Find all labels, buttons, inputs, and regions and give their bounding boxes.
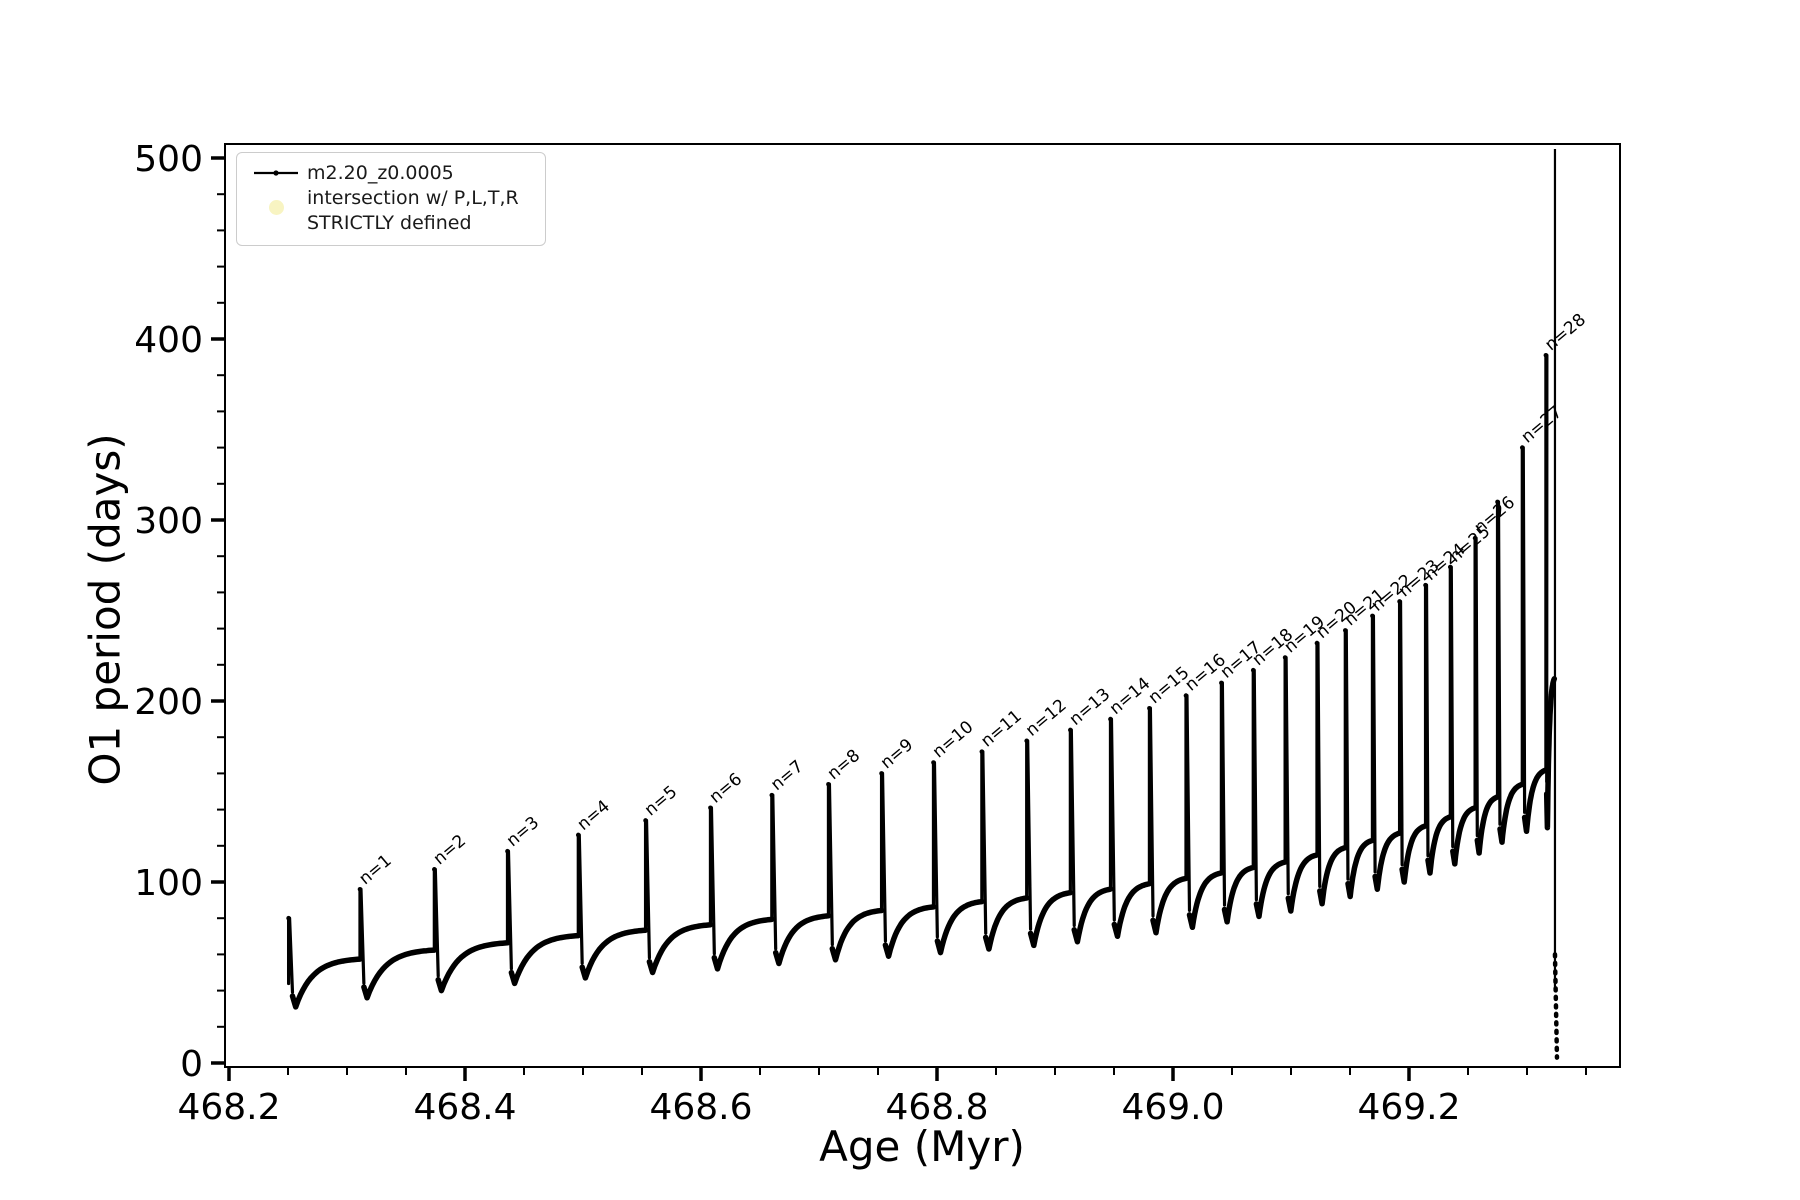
terminal-dots: [1552, 952, 1560, 1060]
legend-intersection-line1: intersection w/ P,L,T,R: [307, 187, 519, 209]
pulse-label: n=5: [641, 782, 681, 820]
series-spikes: [286, 353, 1549, 994]
x-tick-label: 468.4: [413, 1087, 516, 1128]
pulse-label: n=8: [824, 746, 864, 784]
x-axis-label: Age (Myr): [819, 1122, 1025, 1171]
x-tick-label: 468.2: [177, 1087, 280, 1128]
y-tick-label: 100: [134, 863, 203, 904]
pulse-label: n=10: [929, 717, 978, 762]
y-tick-label: 200: [134, 682, 203, 723]
pulse-label: n=28: [1541, 310, 1590, 355]
y-tick-label: 300: [134, 501, 203, 542]
y-tick-label: 400: [134, 320, 203, 361]
legend-intersection-line2: STRICTLY defined: [307, 212, 472, 234]
series-curve: [289, 676, 1558, 1010]
pulse-label: n=12: [1022, 695, 1071, 740]
x-tick-label: 468.6: [649, 1087, 752, 1128]
pulse-label: n=3: [503, 813, 543, 851]
line-dot-marker-icon: [254, 170, 298, 176]
legend-entry-intersection: intersection w/ P,L,T,R STRICTLY defined: [245, 186, 535, 236]
x-tick-label: 469.0: [1121, 1087, 1224, 1128]
legend-entry-series: m2.20_z0.0005: [245, 161, 535, 186]
pulse-label: n=2: [430, 831, 470, 869]
pulse-label: n=7: [767, 757, 807, 795]
pulse-label: n=26: [1470, 493, 1519, 538]
axes-spines: [224, 143, 1621, 1068]
pulse-label: n=4: [574, 796, 614, 834]
x-tick-label: 468.8: [885, 1087, 988, 1128]
y-axis-label: O1 period (days): [80, 433, 130, 786]
legend: m2.20_z0.0005 intersection w/ P,L,T,R ST…: [236, 152, 546, 246]
y-tick-label: 0: [180, 1044, 203, 1085]
y-tick-label: 500: [134, 139, 203, 180]
legend-intersection-label: intersection w/ P,L,T,R STRICTLY defined: [307, 186, 519, 236]
pulse-label: n=27: [1518, 402, 1567, 447]
pulse-label: n=1: [355, 851, 395, 889]
pulse-label: n=11: [977, 706, 1026, 751]
pulse-label: n=9: [877, 735, 917, 773]
yellow-dot-marker-icon: [268, 200, 284, 215]
x-tick-label: 469.2: [1357, 1087, 1460, 1128]
legend-series-label: m2.20_z0.0005: [307, 162, 454, 184]
pulse-label: n=6: [706, 769, 746, 807]
pulse-label: n=13: [1066, 684, 1115, 729]
